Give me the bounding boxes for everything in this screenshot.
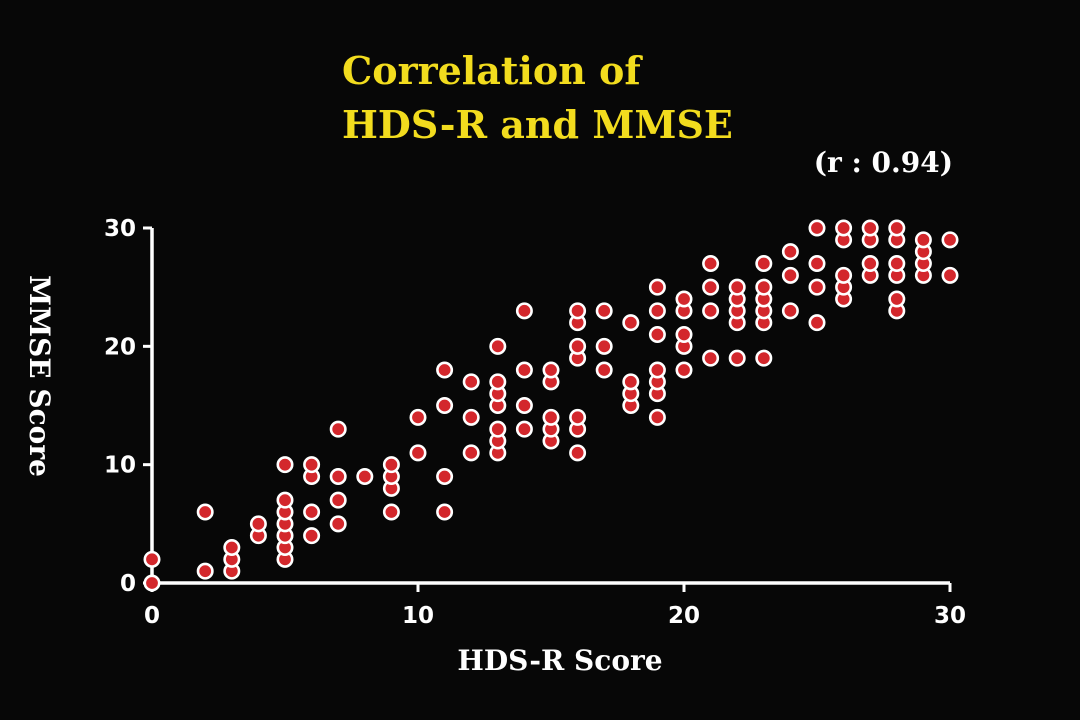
data-point (569, 302, 587, 320)
x-axis-label: HDS-R Score (457, 644, 662, 677)
data-point (808, 314, 826, 332)
data-point (462, 373, 480, 391)
data-point (888, 290, 906, 308)
data-point (941, 266, 959, 284)
data-point (702, 302, 720, 320)
data-point (755, 349, 773, 367)
data-point (781, 302, 799, 320)
y-tick-label: 30 (104, 216, 136, 242)
data-point (595, 337, 613, 355)
data-point (569, 337, 587, 355)
data-point (914, 231, 932, 249)
data-point (409, 408, 427, 426)
chart-axes: 0 10 20 30 0 10 20 30 (104, 216, 966, 629)
data-point (303, 527, 321, 545)
data-point (648, 302, 666, 320)
data-point (329, 491, 347, 509)
data-point (223, 538, 241, 556)
data-point (861, 219, 879, 237)
data-point (329, 420, 347, 438)
data-point (382, 456, 400, 474)
data-point (702, 254, 720, 272)
data-point (675, 361, 693, 379)
data-point (675, 290, 693, 308)
chart-title-line-2: HDS-R and MMSE (342, 102, 733, 147)
data-point (941, 231, 959, 249)
data-point (648, 361, 666, 379)
y-axis-label: MMSE Score (23, 275, 56, 477)
data-point (835, 266, 853, 284)
data-point (436, 467, 454, 485)
data-point (595, 302, 613, 320)
data-point (436, 361, 454, 379)
data-point (143, 550, 161, 568)
data-point (489, 420, 507, 438)
data-point (595, 361, 613, 379)
data-point (648, 278, 666, 296)
data-point (861, 254, 879, 272)
data-point (196, 562, 214, 580)
data-point (276, 491, 294, 509)
data-point (755, 278, 773, 296)
x-tick-label: 20 (668, 603, 700, 629)
data-point (835, 219, 853, 237)
data-point (382, 503, 400, 521)
data-point (808, 219, 826, 237)
data-point (755, 254, 773, 272)
x-tick-label: 10 (402, 603, 434, 629)
y-tick-label: 10 (104, 453, 136, 479)
data-point (276, 456, 294, 474)
correlation-coefficient-label: (r : 0.94) (814, 146, 953, 179)
data-point (808, 254, 826, 272)
data-point (515, 420, 533, 438)
y-tick-label: 20 (104, 334, 136, 360)
data-point (356, 467, 374, 485)
data-point (329, 467, 347, 485)
x-tick-label: 30 (934, 603, 966, 629)
data-point (702, 278, 720, 296)
data-point (675, 325, 693, 343)
data-point (409, 444, 427, 462)
data-point (808, 278, 826, 296)
data-point (781, 266, 799, 284)
data-point (728, 278, 746, 296)
data-point (622, 314, 640, 332)
data-point (622, 373, 640, 391)
data-point (888, 254, 906, 272)
data-point (303, 503, 321, 521)
data-point (249, 515, 267, 533)
data-point (515, 396, 533, 414)
chart-title-line-1: Correlation of (342, 48, 643, 93)
data-points (143, 219, 959, 592)
data-point (489, 337, 507, 355)
data-point (569, 444, 587, 462)
data-point (542, 361, 560, 379)
data-point (702, 349, 720, 367)
data-point (196, 503, 214, 521)
data-point (781, 243, 799, 261)
data-point (143, 574, 161, 592)
data-point (728, 349, 746, 367)
data-point (515, 361, 533, 379)
data-point (462, 444, 480, 462)
data-point (462, 408, 480, 426)
data-point (569, 408, 587, 426)
data-point (515, 302, 533, 320)
data-point (329, 515, 347, 533)
data-point (648, 325, 666, 343)
data-point (888, 219, 906, 237)
data-point (489, 373, 507, 391)
data-point (648, 408, 666, 426)
data-point (542, 408, 560, 426)
x-tick-label: 0 (144, 603, 160, 629)
data-point (436, 396, 454, 414)
axis-line (150, 228, 950, 585)
data-point (303, 456, 321, 474)
y-tick-label: 0 (120, 571, 136, 597)
data-point (436, 503, 454, 521)
